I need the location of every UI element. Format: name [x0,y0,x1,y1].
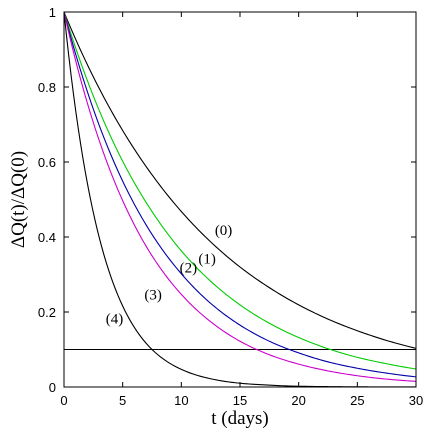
series-line-1 [63,11,417,370]
y-tick-label: 1 [49,5,56,20]
y-tick-label: 0 [49,380,56,395]
y-tick-label: 0.6 [38,155,56,170]
x-tick-label: 25 [350,393,364,408]
x-tick-label: 20 [291,393,305,408]
x-tick-label: 10 [174,393,188,408]
curve-label: (0) [215,223,233,239]
plot-frame [63,11,417,388]
y-axis-label: ΔQ(t)/ΔQ(0) [8,151,29,248]
x-tick-label: 15 [233,393,247,408]
y-tick-label: 0.8 [38,80,56,95]
curve-label: (2) [180,261,198,277]
series-curves [63,11,417,388]
series-line-3 [63,11,417,382]
curve-labels: (0) (1)(2) (3) (4) [106,223,233,327]
y-tick-label: 0.4 [38,230,56,245]
curve-label: (3) [144,288,162,304]
series-line-2 [63,11,417,378]
curve-label: (1) [198,251,216,267]
x-tick-label: 0 [60,393,67,408]
series-line-4 [63,11,416,388]
x-axis-label: t (days) [211,408,269,429]
y-tick-label: 0.2 [38,305,56,320]
axis-ticks: 0 5 10 15 20 25 30 0 0.2 0.4 0.6 0.8 1 [38,5,423,408]
x-tick-label: 5 [119,393,126,408]
series-line-0 [63,11,417,349]
x-tick-label: 30 [409,393,423,408]
curve-label: (4) [106,311,124,327]
